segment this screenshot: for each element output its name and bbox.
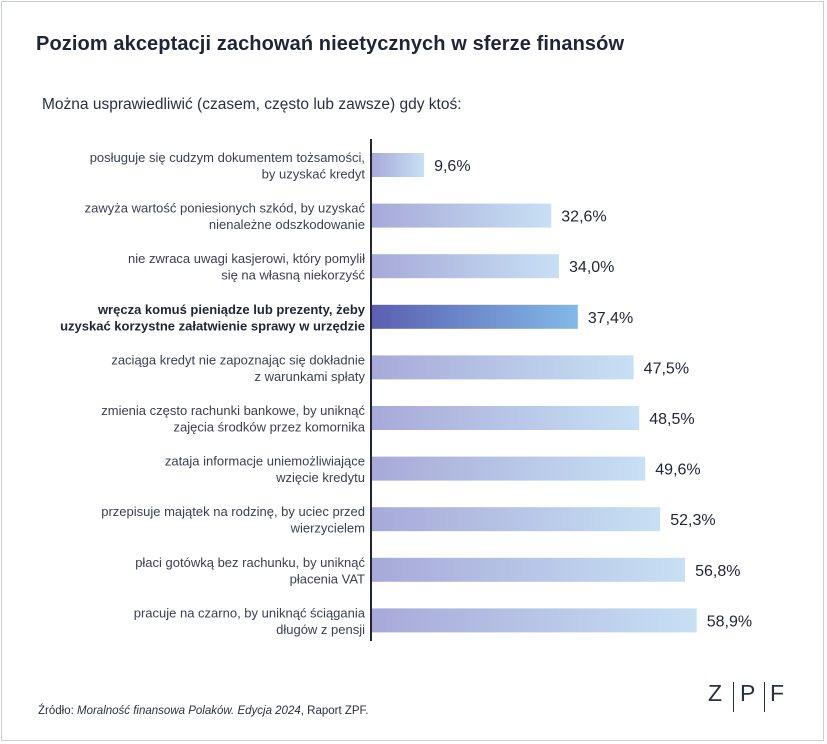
category-label: zajęcia środków przez komornika — [174, 420, 366, 435]
value-label: 56,8% — [695, 563, 740, 580]
category-label: zataja informacje uniemożliwiające — [165, 454, 365, 469]
category-label: długów z pensji — [276, 622, 365, 637]
bar — [371, 304, 578, 329]
category-label: uzyskać korzystne załatwienie sprawy w u… — [60, 318, 365, 333]
category-label: wierzycielem — [290, 521, 365, 536]
source-suffix: , Raport ZPF. — [300, 705, 369, 717]
bar — [371, 557, 686, 582]
bar — [371, 254, 560, 279]
source-prefix: Źródło: — [38, 705, 77, 717]
category-label: z warunkami spłaty — [254, 369, 365, 384]
category-label: by uzyskać kredyt — [262, 167, 366, 182]
logo-divider — [733, 682, 734, 712]
category-label: wręcza komuś pieniądze lub prezenty, żeb… — [97, 302, 366, 317]
value-label: 49,6% — [655, 462, 700, 479]
source-note: Źródło: Moralność finansowa Polaków. Edy… — [38, 705, 369, 717]
bar — [371, 406, 640, 430]
category-label: zawyża wartość poniesionych szkód, by uz… — [85, 201, 366, 216]
bar — [371, 355, 634, 380]
zpf-logo: Z P F — [702, 678, 792, 714]
chart-title: Poziom akceptacji zachowań nieetycznych … — [36, 33, 625, 55]
value-label: 58,9% — [707, 613, 752, 630]
logo-letter-z: Z — [708, 680, 723, 706]
bar — [371, 203, 552, 228]
category-label: pracuje na czarno, by uniknąć ściągania — [134, 605, 366, 620]
category-label: przepisuje majątek na rodzinę, by uciec … — [101, 504, 365, 519]
value-label: 37,4% — [588, 310, 633, 327]
value-label: 34,0% — [569, 259, 614, 276]
category-label: wzięcie kredytu — [275, 470, 365, 485]
source-title: Moralność finansowa Polaków. Edycja 2024 — [77, 705, 301, 717]
bar — [371, 608, 697, 633]
category-label: nienależne odszkodowanie — [209, 217, 365, 232]
category-label: posługuje się cudzym dokumentem tożsamoś… — [90, 150, 365, 165]
value-label: 52,3% — [670, 512, 715, 529]
category-label: nie zwraca uwagi kasjerowi, który pomyli… — [128, 251, 365, 266]
value-label: 48,5% — [649, 411, 694, 428]
bar — [371, 507, 661, 532]
category-label: płacenia VAT — [290, 571, 365, 586]
logo-letter-p: P — [740, 680, 756, 706]
category-label: płaci gotówką bez rachunku, by uniknąć — [135, 555, 365, 570]
category-label: zaciąga kredyt nie zapoznając się dokład… — [111, 352, 365, 367]
value-label: 9,6% — [434, 158, 470, 175]
logo-letter-f: F — [770, 680, 785, 706]
bar — [371, 153, 425, 177]
chart-subtitle: Można usprawiedliwić (czasem, często lub… — [42, 96, 462, 113]
logo-divider — [764, 682, 765, 712]
bar — [371, 456, 646, 481]
category-label: się na własną niekorzyść — [221, 268, 365, 283]
value-label: 32,6% — [561, 209, 606, 226]
category-label: zmienia często rachunki bankowe, by unik… — [101, 403, 365, 418]
value-label: 47,5% — [644, 360, 689, 377]
